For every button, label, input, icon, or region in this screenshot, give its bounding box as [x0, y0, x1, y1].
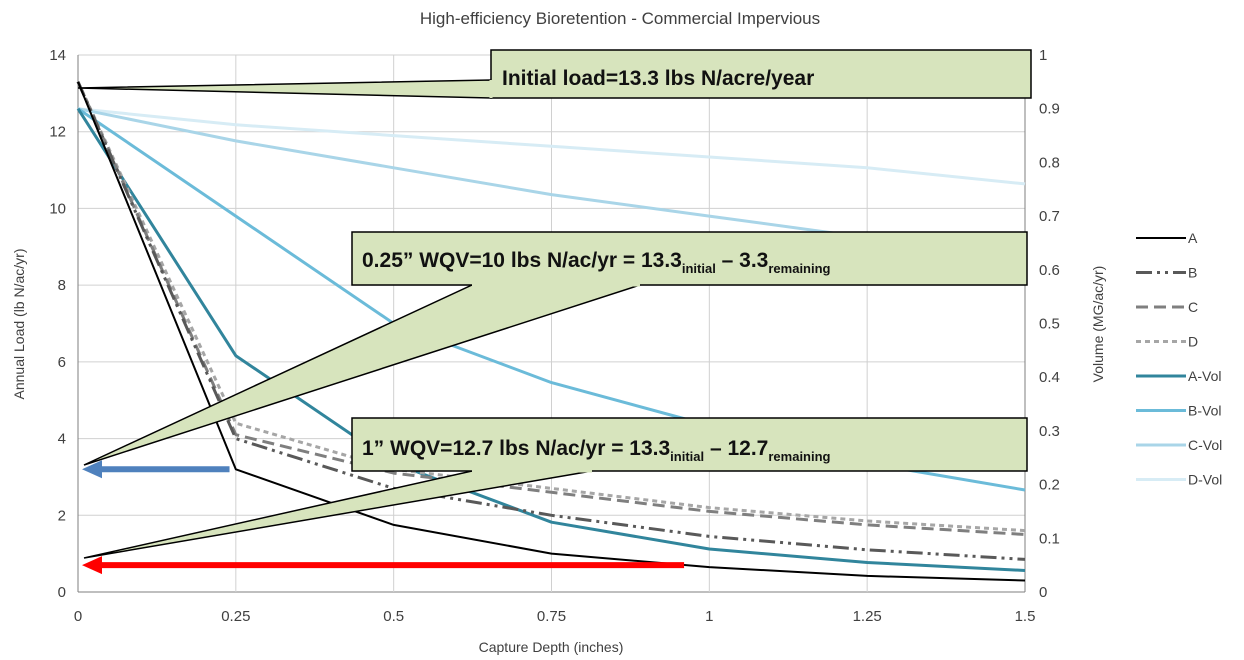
y2-tick-label: 0.5	[1039, 316, 1060, 333]
y-tick-label: 6	[58, 354, 66, 371]
y2-tick-label: 0.2	[1039, 477, 1060, 494]
legend-label-a-vol: A-Vol	[1188, 368, 1221, 384]
y2-tick-label: 0.8	[1039, 154, 1060, 171]
x-tick-label: 0	[74, 608, 82, 625]
series-line-c	[76, 81, 1026, 536]
y2-tick-label: 0.4	[1039, 369, 1060, 386]
legend-label-b-vol: B-Vol	[1188, 403, 1221, 419]
y2-tick-label: 0.7	[1039, 208, 1060, 225]
y2-tick-label: 0.6	[1039, 262, 1060, 279]
callout-initial-load-text: Initial load=13.3 lbs N/acre/year	[502, 67, 814, 90]
legend-label-b: B	[1188, 265, 1197, 281]
y-tick-label: 8	[58, 277, 66, 294]
series-line-a-vol	[76, 107, 1026, 572]
x-axis-label: Capture Depth (inches)	[479, 639, 624, 655]
series-line-d-vol	[77, 107, 1026, 186]
blue-arrow-head	[82, 460, 102, 479]
callout-wqv-1-text: 1” WQV=12.7 lbs N/ac/yr = 13.3initial – …	[362, 437, 831, 464]
red-arrow-head	[82, 556, 102, 575]
y2-tick-label: 0.1	[1039, 530, 1060, 547]
y-tick-label: 10	[49, 200, 66, 217]
y-tick-label: 4	[58, 431, 66, 448]
series-line-a	[77, 81, 1026, 582]
callouts: Initial load=13.3 lbs N/acre/year 0.25” W…	[77, 49, 1032, 559]
legend-label-c: C	[1188, 299, 1198, 315]
arrows	[82, 460, 685, 575]
y2-tick-label: 0.3	[1039, 423, 1060, 440]
y-tick-label: 14	[49, 47, 66, 64]
x-tick-label: 1.5	[1015, 608, 1036, 625]
callout-wqv-1: 1” WQV=12.7 lbs N/ac/yr = 13.3initial – …	[83, 417, 1028, 559]
legend-label-c-vol: C-Vol	[1188, 437, 1222, 453]
chart-title: High-efficiency Bioretention - Commercia…	[420, 9, 820, 28]
grid	[77, 54, 1026, 593]
x-tick-label: 1	[705, 608, 713, 625]
y-tick-label: 0	[58, 584, 66, 601]
callout-wqv-025: 0.25” WQV=10 lbs N/ac/yr = 13.3initial –…	[83, 231, 1028, 466]
y-tick-label: 12	[49, 124, 66, 141]
legend-label-d-vol: D-Vol	[1188, 472, 1222, 488]
y2-tick-label: 0.9	[1039, 101, 1060, 118]
x-tick-label: 0.5	[383, 608, 404, 625]
y2-axis-label: Volume (MG/ac/yr)	[1090, 266, 1106, 383]
series-line-b	[76, 81, 1026, 561]
x-tick-label: 0.75	[537, 608, 566, 625]
legend-label-d: D	[1188, 334, 1198, 350]
legend: A B C D A-Vol B-Vol C-Vol D-Vol	[1136, 230, 1222, 488]
callout-initial-load: Initial load=13.3 lbs N/acre/year	[77, 49, 1032, 99]
y2-tick-label: 1	[1039, 47, 1047, 64]
y2-tick-label: 0	[1039, 584, 1047, 601]
y-tick-label: 2	[58, 507, 66, 524]
legend-label-a: A	[1188, 230, 1198, 246]
x-tick-label: 1.25	[853, 608, 882, 625]
y-axis-label: Annual Load (lb N/ac/yr)	[11, 249, 27, 400]
callout-wqv-025-text: 0.25” WQV=10 lbs N/ac/yr = 13.3initial –…	[362, 249, 831, 276]
x-tick-label: 0.25	[221, 608, 250, 625]
